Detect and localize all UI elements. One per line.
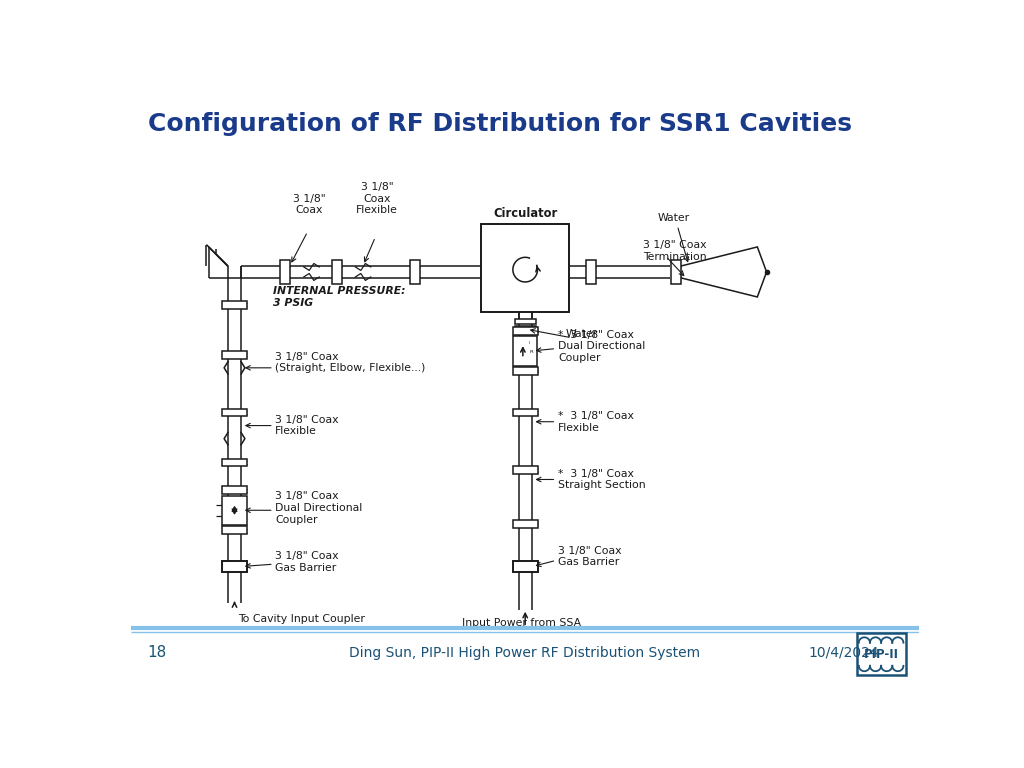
Text: Configuration of RF Distribution for SSR1 Cavities: Configuration of RF Distribution for SSR… [147, 112, 852, 136]
Text: Water: Water [658, 213, 690, 223]
Text: 3 1/8" Coax
Gas Barrier: 3 1/8" Coax Gas Barrier [558, 546, 622, 568]
Text: INTERNAL PRESSURE:
3 PSIG: INTERNAL PRESSURE: 3 PSIG [273, 286, 406, 308]
Bar [481, 223, 569, 313]
Bar [671, 260, 681, 283]
Text: *  3 1/8" Coax
Flexible: * 3 1/8" Coax Flexible [558, 411, 634, 432]
Bar [222, 458, 247, 466]
Bar [222, 526, 247, 534]
Bar [513, 466, 538, 474]
Bar [515, 326, 536, 331]
Text: 3 1/8"
Coax
Flexible: 3 1/8" Coax Flexible [356, 182, 398, 215]
Bar [280, 260, 290, 283]
Bar [222, 409, 247, 416]
Text: Water: Water [565, 329, 598, 339]
Text: *  3 1/8" Coax
Straight Section: * 3 1/8" Coax Straight Section [558, 468, 645, 490]
Text: ᴿ: ᴿ [529, 349, 532, 358]
Text: Circulator: Circulator [494, 207, 557, 220]
Text: ˡ: ˡ [529, 342, 530, 348]
Bar [513, 367, 538, 375]
Bar [857, 634, 906, 675]
Bar [513, 336, 538, 366]
Bar [513, 561, 538, 572]
Bar [513, 327, 538, 335]
Text: 3 1/8" Coax
Termination: 3 1/8" Coax Termination [643, 240, 707, 262]
Text: To Cavity Input Coupler: To Cavity Input Coupler [239, 614, 366, 624]
Text: 3 1/8" Coax
Gas Barrier: 3 1/8" Coax Gas Barrier [275, 551, 339, 573]
Bar [332, 260, 342, 283]
Text: 3 1/8" Coax
(Straight, Elbow, Flexible...): 3 1/8" Coax (Straight, Elbow, Flexible..… [275, 352, 426, 373]
Bar [513, 520, 538, 528]
Text: 3 1/8"
Coax: 3 1/8" Coax [293, 194, 326, 215]
Text: Ding Sun, PIP-II High Power RF Distribution System: Ding Sun, PIP-II High Power RF Distribut… [349, 646, 700, 660]
Bar [411, 260, 421, 283]
Polygon shape [680, 247, 767, 297]
Bar [586, 260, 596, 283]
Text: 18: 18 [147, 645, 167, 660]
Bar [222, 561, 247, 572]
Bar [222, 495, 247, 525]
Text: PIP-II: PIP-II [864, 647, 899, 660]
Polygon shape [488, 231, 562, 305]
Text: *  3 1/8" Coax
Dual Directional
Coupler: * 3 1/8" Coax Dual Directional Coupler [558, 329, 645, 362]
Bar [222, 301, 247, 309]
Text: 3 1/8" Coax
Dual Directional
Coupler: 3 1/8" Coax Dual Directional Coupler [275, 492, 362, 525]
Text: 10/4/2024: 10/4/2024 [808, 646, 879, 660]
Text: Input Power from SSA: Input Power from SSA [462, 618, 581, 628]
Text: 3 1/8" Coax
Flexible: 3 1/8" Coax Flexible [275, 415, 339, 436]
Bar [515, 319, 536, 324]
Bar [222, 351, 247, 359]
Bar [513, 409, 538, 416]
Bar [222, 486, 247, 494]
